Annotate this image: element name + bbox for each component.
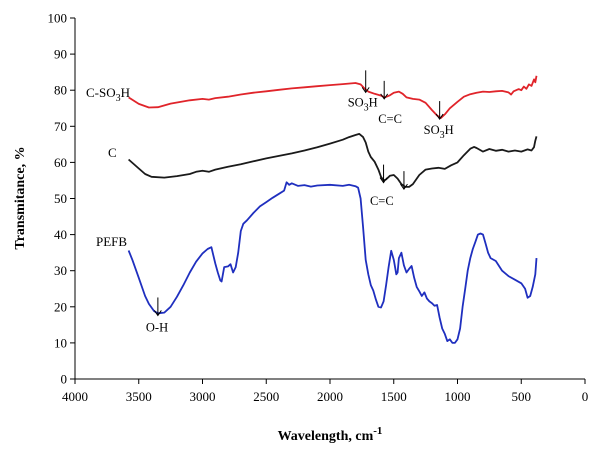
annotation-label-so3h-a: SO3H	[348, 95, 378, 113]
series-layer	[127, 75, 538, 344]
y-axis-ticks: 0 10 20 30 40 50 60 70 80 90 100	[48, 11, 75, 387]
series-label-c: C	[108, 145, 117, 160]
series-line-pefb	[127, 181, 538, 344]
y-tick-label: 50	[54, 191, 67, 206]
x-axis-title: Wavelength, cm-1	[278, 425, 383, 444]
y-tick-label: 10	[54, 335, 67, 350]
x-tick-label: 500	[512, 389, 532, 404]
annotation-arrow-head	[379, 177, 388, 184]
x-tick-label: 1000	[445, 389, 471, 404]
y-tick-label: 40	[54, 227, 67, 242]
annotation-arrow-head	[400, 183, 408, 190]
x-tick-label: 0	[582, 389, 589, 404]
annotation-label-cc-b: C=C	[370, 194, 394, 208]
y-tick-label: 100	[48, 11, 68, 26]
series-label-layer: C-SO3H C PEFB	[86, 85, 130, 249]
x-tick-label: 3000	[190, 389, 216, 404]
annotation-arrow-head	[380, 93, 389, 100]
series-label-pefb: PEFB	[96, 234, 127, 249]
annotation-label-so3h-b: SO3H	[424, 123, 454, 141]
x-tick-label: 2000	[317, 389, 343, 404]
y-tick-label: 30	[54, 263, 67, 278]
annotation-arrow-head	[361, 87, 370, 94]
x-tick-label: 1500	[381, 389, 407, 404]
y-tick-label: 0	[61, 372, 68, 387]
annotation-label-oh: O-H	[146, 320, 168, 334]
x-tick-label: 3500	[126, 389, 152, 404]
y-tick-label: 60	[54, 155, 67, 170]
y-tick-label: 90	[54, 47, 67, 62]
annotation-arrow-head	[435, 113, 444, 120]
y-tick-label: 70	[54, 119, 67, 134]
y-axis-title: Transmitance, %	[13, 146, 28, 249]
series-label-c-so3h: C-SO3H	[86, 85, 130, 104]
x-tick-label: 4000	[62, 389, 88, 404]
x-tick-label: 2500	[253, 389, 279, 404]
annotation-label-cc-a: C=C	[378, 112, 402, 126]
y-tick-label: 80	[54, 83, 67, 98]
series-line-c-so3h	[128, 75, 538, 119]
x-axis-title-superscript: -1	[373, 425, 382, 437]
annotation-arrow-head	[153, 310, 162, 317]
y-tick-label: 20	[54, 299, 67, 314]
series-line-c	[128, 133, 538, 188]
x-axis-title-text: Wavelength, cm	[278, 429, 374, 444]
x-axis-ticks: 4000 3500 3000 2500 2000 1500 1000 500 0	[62, 379, 588, 404]
